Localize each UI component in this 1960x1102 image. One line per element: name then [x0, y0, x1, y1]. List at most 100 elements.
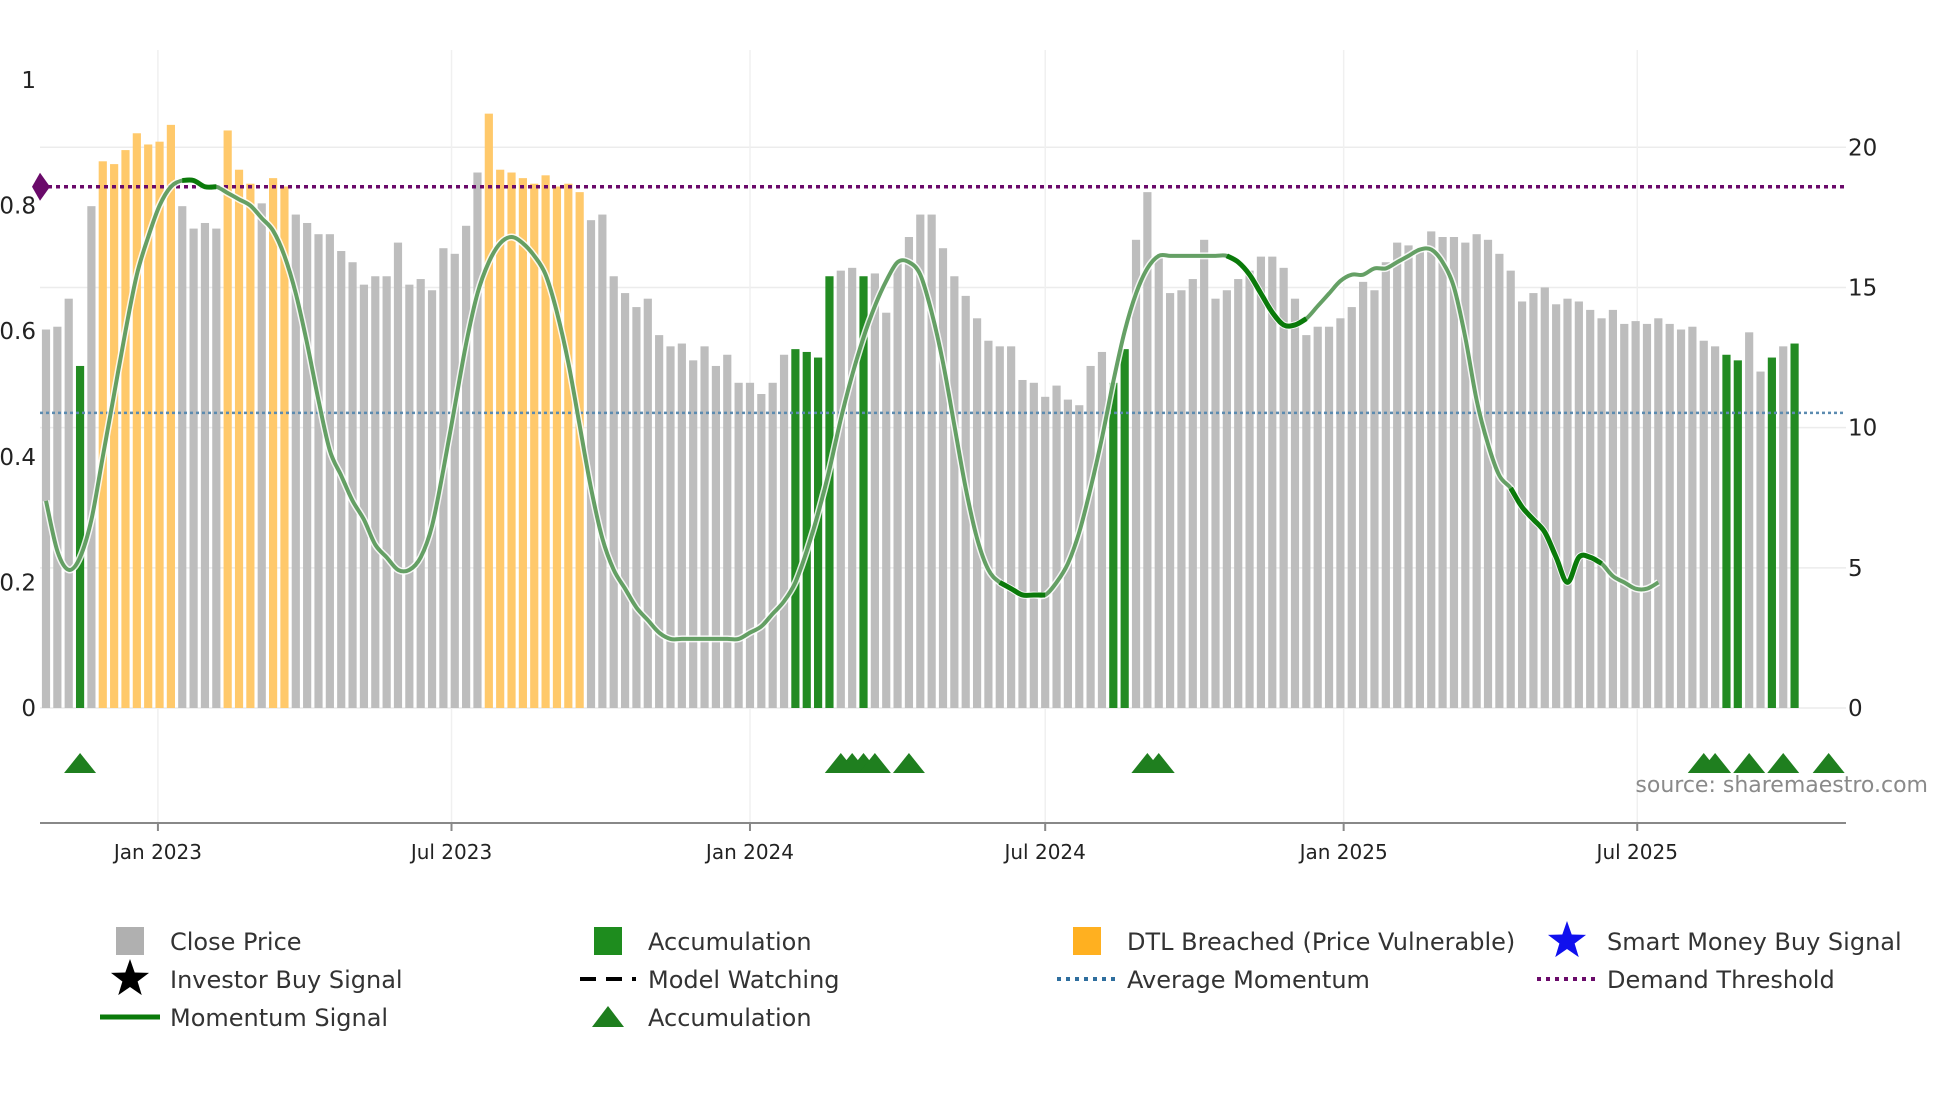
x-tick-label: Jan 2024: [704, 840, 794, 864]
close-price-bar: [814, 357, 823, 708]
close-price-bar: [246, 183, 255, 709]
close-price-bar: [1620, 323, 1629, 708]
close-price-bar: [848, 267, 857, 708]
close-price-bar: [916, 214, 925, 708]
close-price-bar: [904, 237, 914, 708]
close-price-bar: [1154, 256, 1163, 708]
close-price-bar: [416, 279, 425, 708]
close-price-bar: [984, 340, 993, 708]
close-price-bar: [609, 276, 618, 708]
legend-label: Average Momentum: [1127, 966, 1370, 994]
close-price-bar: [1631, 321, 1640, 708]
close-price-bar: [1222, 290, 1231, 708]
legend-swatch: [116, 927, 144, 955]
close-price-bar: [1767, 357, 1776, 708]
close-price-bar: [1131, 239, 1141, 709]
y-left-tick-label: 0.2: [0, 570, 36, 596]
close-price-bar: [405, 284, 414, 708]
close-price-bar: [64, 298, 73, 708]
close-price-bar: [132, 133, 141, 708]
close-price-bar: [257, 203, 266, 709]
y-left-tick-label: 0.4: [0, 445, 36, 471]
close-price-bars: [41, 113, 1799, 709]
y-left-tick-label: 1: [21, 68, 36, 94]
close-price-bar: [1279, 267, 1288, 708]
close-price-bar: [1370, 290, 1379, 708]
accumulation-marker: [1142, 753, 1175, 773]
close-price-bar: [462, 225, 471, 709]
x-tick-label: Jul 2025: [1595, 840, 1678, 864]
legend-item: Demand Threshold: [1537, 966, 1835, 994]
legend-star-icon: [110, 959, 150, 996]
close-price-bar: [291, 214, 300, 708]
close-price-bar: [1688, 326, 1697, 708]
close-price-bar: [1449, 237, 1459, 708]
close-price-bar: [1438, 237, 1447, 708]
momentum-signal-line: [42, 176, 1661, 643]
y-left-tick-label: 0: [21, 696, 36, 722]
close-price-bar: [393, 242, 403, 709]
close-price-bar: [655, 335, 664, 708]
close-price-bar: [1733, 360, 1742, 708]
close-price-bar: [382, 276, 391, 708]
close-price-bar: [689, 360, 698, 708]
close-price-bar: [1143, 192, 1152, 708]
close-price-bar: [927, 214, 936, 708]
close-price-bar: [870, 273, 879, 708]
legend-item: Momentum Signal: [100, 1004, 388, 1032]
legend-triangle-icon: [592, 1006, 624, 1027]
close-price-bar: [1268, 256, 1277, 708]
close-price-bar: [1574, 301, 1583, 708]
legend-swatch: [594, 927, 622, 955]
close-price-bar: [1756, 371, 1765, 708]
close-price-bar: [1029, 382, 1038, 708]
close-price-bar: [541, 175, 550, 708]
x-tick-label: Jul 2023: [409, 840, 492, 864]
close-price-bar: [1256, 256, 1266, 708]
y-right-tick-label: 15: [1848, 275, 1877, 301]
close-price-bar: [1790, 343, 1799, 708]
accumulation-marker: [64, 753, 97, 773]
close-price-bar: [41, 329, 51, 708]
close-price-bar: [1597, 318, 1606, 708]
close-price-bar: [87, 206, 96, 708]
close-price-bar: [371, 276, 380, 708]
close-price-bar: [836, 270, 845, 708]
close-price-bar: [1097, 351, 1107, 708]
x-tick-label: Jan 2023: [112, 840, 202, 864]
momentum-strong-segment: [182, 177, 217, 190]
demand-threshold-marker: [32, 172, 50, 201]
close-price-bar: [586, 220, 596, 708]
close-price-bar: [1699, 340, 1708, 708]
close-price-bar: [1347, 307, 1356, 708]
close-price-bar: [1415, 251, 1424, 708]
close-price-bar: [893, 262, 902, 708]
close-price-bar: [450, 253, 459, 708]
close-price-bar: [473, 172, 482, 708]
accumulation-marker: [1699, 753, 1732, 773]
close-price-bar: [723, 354, 732, 708]
close-price-bar: [711, 365, 720, 708]
close-price-bar: [745, 382, 755, 708]
legend-item: Model Watching: [580, 966, 840, 994]
close-price-bar: [1245, 270, 1254, 708]
close-price-bar: [632, 307, 641, 708]
close-price-bar: [1052, 385, 1061, 708]
legend-item: Accumulation: [594, 927, 812, 956]
x-tick-label: Jul 2024: [1002, 840, 1085, 864]
close-price-bar: [779, 354, 789, 708]
y-right-tick-label: 0: [1848, 696, 1863, 722]
close-price-bar: [677, 343, 686, 708]
close-price-bar: [1552, 304, 1561, 708]
y-left-tick-label: 0.8: [0, 194, 36, 220]
close-price-bar: [234, 169, 244, 708]
y-right-tick-label: 10: [1848, 416, 1877, 442]
close-price-bar: [144, 144, 153, 709]
close-price-bar: [552, 186, 562, 709]
close-price-bar: [1007, 346, 1016, 708]
legend-item: Smart Money Buy Signal: [1547, 921, 1902, 958]
reference-lines: [32, 172, 1846, 415]
close-price-bar: [1642, 323, 1652, 708]
close-price-bar: [938, 248, 948, 708]
